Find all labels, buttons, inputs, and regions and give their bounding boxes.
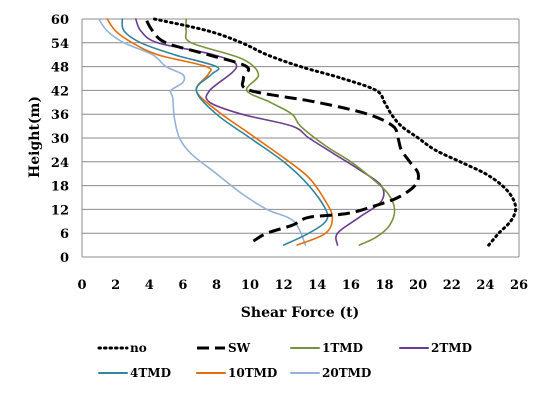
x-tick-label: 0 xyxy=(77,278,86,293)
legend-label-10tmd: 10TMD xyxy=(228,366,277,380)
grid-layer xyxy=(82,18,519,258)
x-tick-label: 10 xyxy=(241,278,259,293)
y-tick-label: 0 xyxy=(60,251,69,266)
y-tick-label: 36 xyxy=(51,108,69,123)
legend-label-1tmd: 1TMD xyxy=(322,341,363,355)
legend-label-no: no xyxy=(130,341,147,355)
x-tick-label: 16 xyxy=(342,278,360,293)
x-tick-label: 20 xyxy=(409,278,427,293)
y-tick-label: 24 xyxy=(51,156,69,171)
x-tick-label: 22 xyxy=(443,278,461,293)
legend-label-sw: SW xyxy=(228,341,251,355)
y-tick-label: 30 xyxy=(51,132,69,147)
y-tick-label: 48 xyxy=(51,61,69,76)
x-tick-label: 4 xyxy=(145,278,154,293)
series-line-no xyxy=(152,17,518,247)
x-tick-label: 8 xyxy=(212,278,221,293)
y-tick-label: 6 xyxy=(60,227,69,242)
x-tick-label: 12 xyxy=(275,278,293,293)
legend: no SW 1TMD 2TMD 4TMD 10TMD 20TMD xyxy=(97,341,472,380)
x-axis-title: Shear Force (t) xyxy=(241,305,359,321)
y-tick-label: 18 xyxy=(51,180,69,195)
x-tick-label: 24 xyxy=(476,278,494,293)
y-tick-label: 42 xyxy=(51,84,69,99)
series-layer xyxy=(98,17,518,247)
x-tick-label: 18 xyxy=(375,278,393,293)
legend-label-20tmd: 20TMD xyxy=(322,366,371,380)
series-line-4tmd xyxy=(121,18,329,246)
x-tick-label: 2 xyxy=(111,278,120,293)
y-axis-title: Height(m) xyxy=(27,96,43,178)
series-line-sw xyxy=(144,18,420,243)
axis-layer xyxy=(81,19,520,258)
legend-label-4tmd: 4TMD xyxy=(130,366,171,380)
y-tick-label: 12 xyxy=(51,203,69,218)
legend-label-2tmd: 2TMD xyxy=(431,341,472,355)
series-line-1tmd xyxy=(184,18,396,246)
y-tick-label: 60 xyxy=(51,13,69,28)
y-tick-label: 54 xyxy=(51,37,69,52)
x-tick-label: 6 xyxy=(178,278,187,293)
x-tick-label: 26 xyxy=(510,278,528,293)
x-tick-label: 14 xyxy=(308,278,326,293)
series-line-10tmd xyxy=(106,18,334,246)
series-line-20tmd xyxy=(98,18,307,246)
